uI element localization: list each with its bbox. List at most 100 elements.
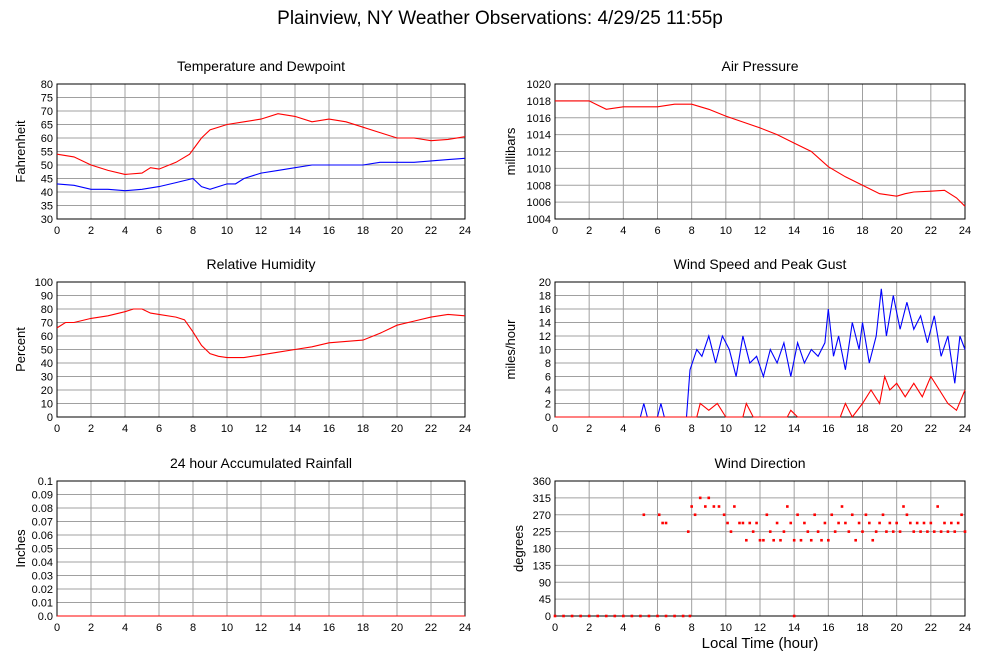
y-tick-label: 1016 — [527, 113, 551, 125]
x-tick-label: 16 — [822, 423, 834, 435]
y-tick-label: 90 — [539, 577, 551, 589]
data-point — [909, 521, 912, 525]
x-tick-label: 24 — [959, 622, 971, 634]
data-point — [664, 521, 668, 525]
data-point — [570, 614, 574, 618]
x-tick-label: 0 — [54, 622, 60, 634]
x-tick-label: 12 — [255, 622, 267, 634]
data-point — [891, 530, 895, 533]
chart-title: Relative Humidity — [207, 256, 316, 272]
y-tick-label: 45 — [539, 594, 551, 606]
data-point — [587, 614, 591, 618]
series-line-temp-1 — [56, 157, 466, 192]
data-point — [673, 614, 676, 618]
data-point — [738, 521, 741, 525]
data-point — [786, 505, 789, 508]
x-tick-label: 4 — [620, 225, 626, 237]
data-point — [813, 513, 816, 517]
y-tick-label: 135 — [533, 560, 551, 572]
data-point — [733, 505, 736, 508]
y-tick-label: 50 — [41, 345, 53, 357]
data-point — [792, 614, 796, 618]
chart-title: Wind Speed and Peak Gust — [674, 256, 847, 272]
x-tick-label: 18 — [357, 225, 369, 237]
y-tick-label: 16 — [539, 304, 551, 316]
data-point — [943, 521, 946, 525]
x-tick-label: 18 — [357, 622, 369, 634]
y-tick-label: 30 — [41, 214, 53, 226]
data-point — [902, 505, 905, 508]
y-tick-label: 80 — [41, 304, 53, 316]
data-point — [762, 538, 765, 542]
x-tick-label: 22 — [925, 423, 937, 435]
data-point — [864, 513, 868, 517]
y-axis-label: Fahrenheit — [13, 120, 28, 183]
y-tick-label: 100 — [35, 277, 53, 289]
data-point — [922, 521, 926, 525]
data-point — [562, 614, 565, 618]
data-point — [905, 513, 909, 517]
data-point — [847, 530, 851, 533]
data-point — [639, 614, 642, 618]
data-point — [929, 521, 933, 525]
x-tick-label: 8 — [190, 423, 196, 435]
x-tick-label: 4 — [122, 225, 128, 237]
x-tick-label: 12 — [255, 423, 267, 435]
y-axis-label: degrees — [511, 525, 526, 572]
y-tick-label: 65 — [41, 120, 53, 132]
data-point — [885, 530, 888, 533]
y-axis-label: miles/hour — [503, 319, 518, 380]
x-tick-label: 8 — [190, 225, 196, 237]
x-tick-label: 2 — [88, 622, 94, 634]
x-tick-label: 16 — [323, 423, 335, 435]
plot-frame — [56, 281, 466, 418]
data-point — [698, 496, 702, 500]
data-point — [690, 505, 693, 508]
y-tick-label: 60 — [41, 331, 53, 343]
y-tick-label: 10 — [41, 399, 53, 411]
series-line-wind-0 — [555, 288, 966, 418]
x-tick-label: 16 — [323, 225, 335, 237]
x-tick-label: 16 — [822, 622, 834, 634]
x-tick-label: 0 — [552, 423, 558, 435]
x-tick-label: 6 — [654, 622, 660, 634]
x-tick-label: 2 — [586, 225, 592, 237]
data-point — [963, 530, 967, 533]
y-tick-label: 360 — [533, 476, 551, 488]
data-point — [661, 521, 664, 525]
series-line-wind-1 — [555, 374, 966, 419]
data-point — [630, 614, 634, 618]
x-tick-label: 14 — [289, 423, 301, 435]
y-tick-label: 6 — [545, 372, 551, 384]
data-point — [919, 530, 922, 533]
x-tick-label: 10 — [221, 225, 233, 237]
x-tick-label: 24 — [459, 622, 471, 634]
data-point — [686, 530, 690, 533]
y-axis-label: Inches — [13, 529, 28, 568]
y-axis-label: Percent — [13, 327, 28, 372]
chart-title: Air Pressure — [721, 58, 798, 74]
data-point — [688, 614, 692, 618]
data-point — [960, 513, 963, 517]
y-tick-label: 12 — [539, 331, 551, 343]
y-tick-label: 20 — [41, 385, 53, 397]
x-tick-label: 4 — [620, 622, 626, 634]
y-tick-label: 0.07 — [32, 517, 53, 529]
plot-frame — [56, 83, 466, 220]
data-point — [871, 538, 875, 542]
y-tick-label: 80 — [41, 79, 53, 91]
y-tick-label: 50 — [41, 160, 53, 172]
y-tick-label: 18 — [539, 291, 551, 303]
y-tick-label: 0.05 — [32, 544, 53, 556]
data-point — [779, 538, 782, 542]
data-point — [796, 513, 799, 517]
data-point — [816, 530, 820, 533]
y-tick-label: 0.02 — [32, 584, 53, 596]
x-tick-label: 6 — [156, 225, 162, 237]
y-tick-label: 0 — [545, 611, 551, 623]
data-point — [596, 614, 600, 618]
x-tick-label: 12 — [754, 622, 766, 634]
